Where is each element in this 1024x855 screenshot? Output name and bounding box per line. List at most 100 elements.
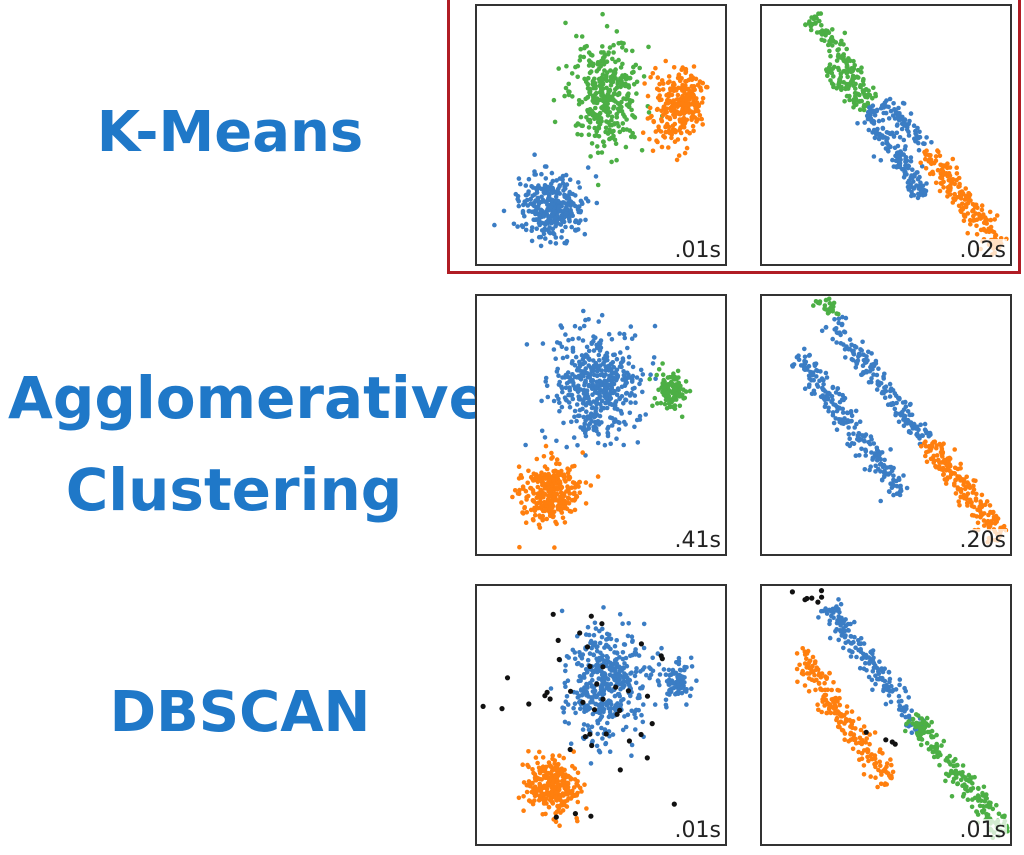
data-point-green [828,307,834,312]
data-point-green [662,401,668,407]
data-point-orange [922,441,927,446]
data-point-orange [512,488,518,493]
data-point-blue [589,340,595,346]
data-point-blue [607,373,612,379]
data-point-green [601,62,607,67]
data-point-blue [579,199,584,205]
data-point-blue [616,427,622,432]
data-point-blue [892,391,898,396]
data-point-green [604,23,610,29]
data-point-blue [604,642,609,648]
data-point-green [587,117,593,123]
data-point-blue [553,241,559,246]
data-point-blue [545,394,551,400]
data-point-green [996,811,1002,817]
data-point-green [851,97,857,102]
data-point-orange [690,123,696,129]
data-point-green [619,99,624,105]
data-point-orange [529,789,535,795]
data-point-blue [539,398,544,404]
data-point-orange [588,483,594,488]
data-point-green [586,58,592,63]
data-point-green [994,802,999,808]
data-point-blue [890,113,896,118]
data-point-green [827,301,833,306]
data-point-blue [806,363,812,369]
data-point-orange [560,494,566,500]
data-point-blue [663,672,669,677]
data-point-blue [593,174,599,179]
data-point-blue [574,418,579,424]
data-point-green [816,11,821,16]
data-point-orange [670,123,676,129]
data-point-blue [587,375,593,380]
data-point-blue [531,203,537,209]
data-point-orange [869,752,874,757]
data-point-green [862,102,867,108]
data-point-blue [560,355,566,361]
data-point-blue [687,693,693,699]
data-point-orange [553,519,558,525]
data-point-orange [568,509,574,514]
data-point-orange [965,230,970,236]
data-point-blue [650,655,655,661]
data-point-blue [522,200,528,206]
data-point-orange [979,207,985,213]
data-point-blue [595,731,600,737]
data-point-orange [561,778,567,784]
data-point-green [620,61,625,67]
data-point-blue [868,434,874,439]
data-point-orange [572,766,578,771]
data-point-blue [918,422,923,428]
data-point-blue [536,216,541,222]
data-point-blue [908,111,914,116]
data-point-green [847,97,852,103]
data-point-blue [877,452,882,458]
data-point-blue [657,672,663,677]
data-point-green [813,14,818,20]
data-point-black [599,621,605,627]
data-point-orange [526,468,531,474]
data-point-green [646,44,651,50]
data-point-orange [560,774,566,779]
data-point-green [650,403,655,409]
data-point-blue [621,401,626,406]
data-point-orange [950,156,956,162]
data-point-green [845,74,850,80]
data-point-green [603,125,609,131]
data-point-blue [880,125,886,131]
data-point-orange [667,79,672,84]
data-point-blue [577,650,582,655]
data-point-orange [832,703,837,709]
data-point-blue [595,718,600,724]
data-point-green [615,81,620,87]
data-point-blue [860,339,865,345]
data-point-orange [689,101,694,107]
data-point-blue [881,374,886,379]
data-point-blue [839,621,845,626]
data-point-blue [612,352,617,357]
data-point-green [600,139,606,144]
scatter-panel-dbscan-anisotropic: .01s [760,584,1012,846]
data-point-green [910,716,916,722]
data-point-blue [863,432,869,437]
data-point-blue [633,715,638,721]
data-point-blue [857,419,863,424]
data-point-blue [591,348,597,353]
data-point-blue [883,388,889,394]
data-point-blue [838,601,844,607]
data-point-blue [879,103,885,108]
data-point-orange [963,204,969,210]
data-point-blue [606,424,611,430]
data-point-blue [684,687,689,692]
data-point-blue [612,406,618,411]
data-point-green [859,69,864,75]
data-point-blue [830,336,835,342]
data-point-black [572,811,578,817]
data-point-orange [875,784,880,790]
data-point-orange [800,668,805,674]
data-point-blue [665,691,670,697]
data-point-orange [873,764,878,770]
data-point-green [599,50,604,55]
data-point-orange [673,111,679,117]
